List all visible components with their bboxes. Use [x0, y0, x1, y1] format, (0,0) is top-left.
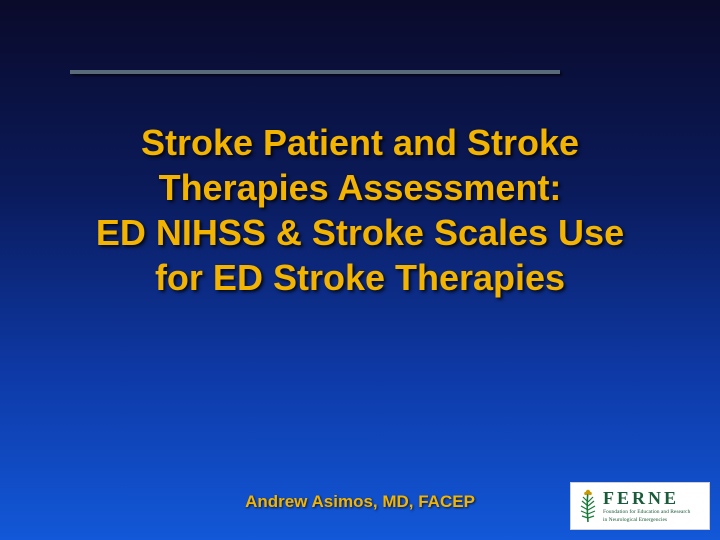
title-line-1: Stroke Patient and Stroke — [50, 120, 670, 165]
slide: Stroke Patient and Stroke Therapies Asse… — [0, 0, 720, 540]
title-line-4: for ED Stroke Therapies — [50, 255, 670, 300]
logo-acronym: FERNE — [603, 489, 679, 507]
logo-caption-line-1: Foundation for Education and Research — [603, 509, 690, 515]
logo-text-wrap: FERNE Foundation for Education and Resea… — [601, 489, 705, 523]
title-underline — [70, 70, 560, 74]
logo-caption-line-2: in Neurological Emergencies — [603, 517, 667, 523]
title-block: Stroke Patient and Stroke Therapies Asse… — [0, 120, 720, 300]
ferne-logo: FERNE Foundation for Education and Resea… — [570, 482, 710, 530]
title-line-3: ED NIHSS & Stroke Scales Use — [50, 210, 670, 255]
title-line-2: Therapies Assessment: — [50, 165, 670, 210]
fern-icon — [575, 488, 601, 524]
